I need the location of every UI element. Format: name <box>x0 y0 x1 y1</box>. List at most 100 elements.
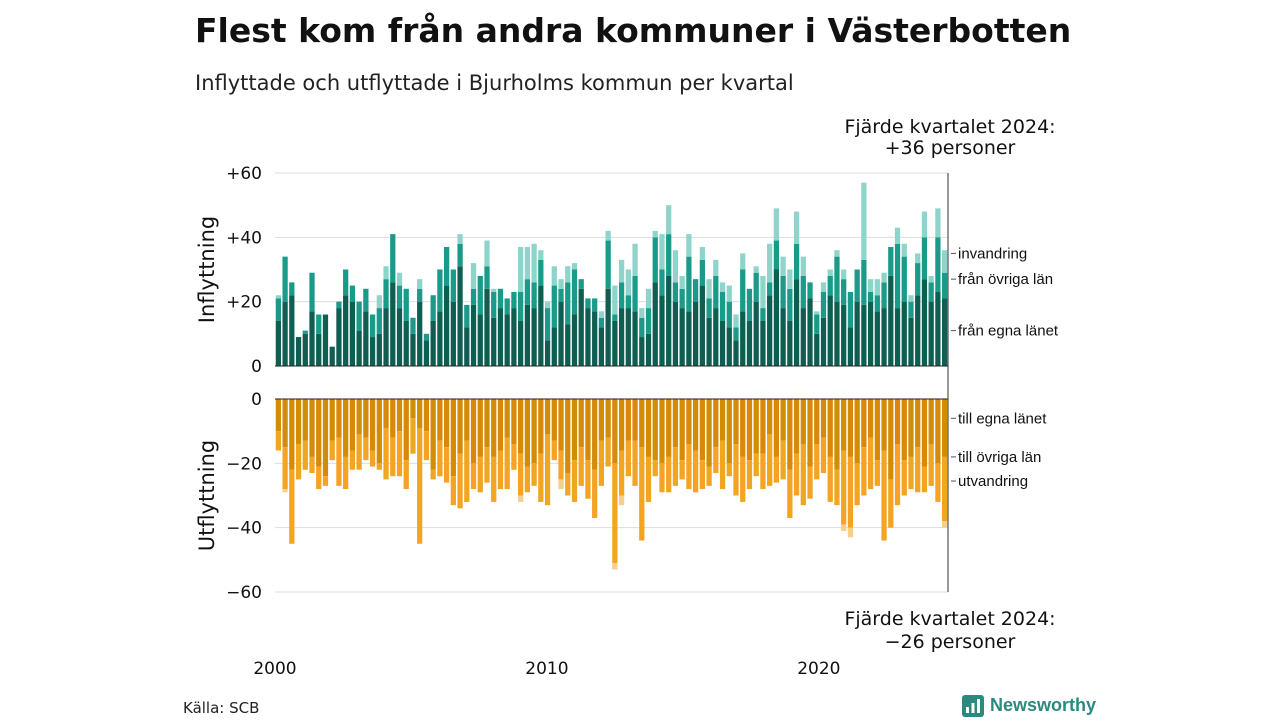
bar-segment <box>356 434 362 470</box>
bar-segment <box>551 327 557 366</box>
y-tick-label: 0 <box>251 357 262 377</box>
bar-segment <box>336 437 342 486</box>
bar-segment <box>598 440 605 486</box>
bar-segment <box>854 269 860 302</box>
bar-segment <box>942 272 948 299</box>
bar-segment <box>827 399 833 457</box>
bar-segment <box>477 399 483 457</box>
bar-segment <box>800 444 806 506</box>
bar-segment <box>666 456 672 493</box>
bar-segment <box>699 399 705 461</box>
bar-segment <box>659 269 665 296</box>
legend: från egna länet från övriga län invandring… <box>951 245 1059 490</box>
legend-label: till övriga län <box>958 449 1041 466</box>
bar-segment <box>578 399 584 448</box>
y-tick-label: −20 <box>226 454 262 474</box>
bar-segment <box>558 450 564 480</box>
bar-segment <box>894 243 901 309</box>
bar-segment <box>888 246 894 276</box>
bar-segment <box>793 211 800 244</box>
bar-segment <box>423 333 430 341</box>
bar-segment <box>645 308 652 334</box>
bar-segment <box>410 317 416 334</box>
bar-segment <box>679 288 685 309</box>
bar-segment <box>915 447 921 493</box>
bar-segment <box>309 272 315 312</box>
newsworthy-logo[interactable]: Newsworthy <box>962 695 1096 717</box>
bar-segment <box>571 269 578 315</box>
bar-segment <box>275 320 281 366</box>
bar-segment <box>800 308 806 366</box>
bar-segment <box>827 275 833 296</box>
bar-segment <box>625 295 631 309</box>
bar-segment <box>881 272 887 283</box>
bar-segment <box>423 431 430 461</box>
bar-segment <box>349 301 356 366</box>
bars <box>275 182 948 570</box>
bar-segment <box>867 399 874 438</box>
bar-segment <box>282 399 288 448</box>
bar-segment <box>396 285 403 309</box>
bar-chart-icon <box>962 695 984 717</box>
bar-segment <box>928 301 934 366</box>
grid <box>275 172 948 593</box>
bar-segment <box>336 399 342 438</box>
bar-segment <box>645 333 652 366</box>
bar-segment <box>484 288 490 366</box>
bar-segment <box>470 263 477 289</box>
bar-segment <box>558 479 564 490</box>
bar-segment <box>767 434 773 486</box>
bar-segment <box>928 444 934 486</box>
bar-segment <box>383 427 389 480</box>
annotation-bottom-line2: −26 personer <box>885 631 1016 653</box>
bar-segment <box>618 308 625 366</box>
bar-segment <box>921 237 928 280</box>
bar-segment <box>726 463 732 477</box>
bar-segment <box>780 399 786 441</box>
bar-segment <box>497 308 504 366</box>
bar-segment <box>901 243 907 257</box>
bar-segment <box>518 495 524 502</box>
bar-segment <box>390 437 396 477</box>
bar-segment <box>942 298 948 366</box>
bar-segment <box>531 243 537 283</box>
bar-segment <box>558 301 564 366</box>
bar-segment <box>908 317 914 366</box>
bar-segment <box>423 399 430 432</box>
bar-segment <box>585 460 591 499</box>
bar-segment <box>659 234 665 270</box>
bar-segment <box>666 399 672 457</box>
bar-segment <box>443 246 450 286</box>
bar-segment <box>605 240 611 289</box>
bar-segment <box>773 399 780 457</box>
bar-segment <box>861 182 867 260</box>
bar-segment <box>814 333 820 366</box>
bar-segment <box>928 275 934 283</box>
bar-segment <box>551 399 557 441</box>
bar-segment <box>841 304 847 366</box>
bar-segment <box>565 266 571 283</box>
bar-segment <box>834 301 840 366</box>
bar-segment <box>814 314 820 334</box>
bar-segment <box>753 453 759 477</box>
y-axis-title: Inflyttning <box>195 216 219 323</box>
bar-segment <box>538 453 544 502</box>
bar-segment <box>376 308 382 334</box>
bar-segment <box>693 301 699 366</box>
bar-segment <box>592 399 598 470</box>
bar-segment <box>935 463 941 502</box>
bar-segment <box>854 399 860 464</box>
bar-segment <box>336 308 342 366</box>
bar-segment <box>908 399 914 457</box>
bar-segment <box>841 399 847 451</box>
bar-segment <box>760 308 766 321</box>
bar-segment <box>773 269 780 366</box>
bar-segment <box>645 399 652 457</box>
bar-segment <box>356 399 362 435</box>
bar-segment <box>322 314 329 366</box>
bar-segment <box>652 399 658 461</box>
bar-segment <box>410 399 416 419</box>
bar-segment <box>592 469 598 519</box>
bar-segment <box>618 495 625 506</box>
bar-segment <box>874 399 880 461</box>
